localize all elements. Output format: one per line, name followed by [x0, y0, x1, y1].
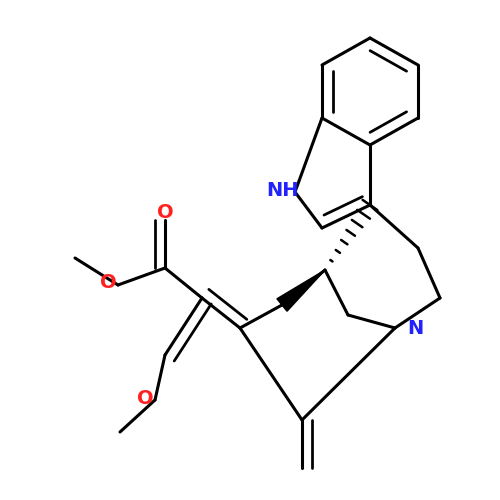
Text: O: O — [156, 202, 174, 222]
Text: N: N — [407, 318, 423, 338]
Text: NH: NH — [267, 180, 299, 200]
Text: O: O — [100, 274, 116, 292]
Polygon shape — [277, 270, 325, 311]
Text: O: O — [136, 388, 154, 407]
